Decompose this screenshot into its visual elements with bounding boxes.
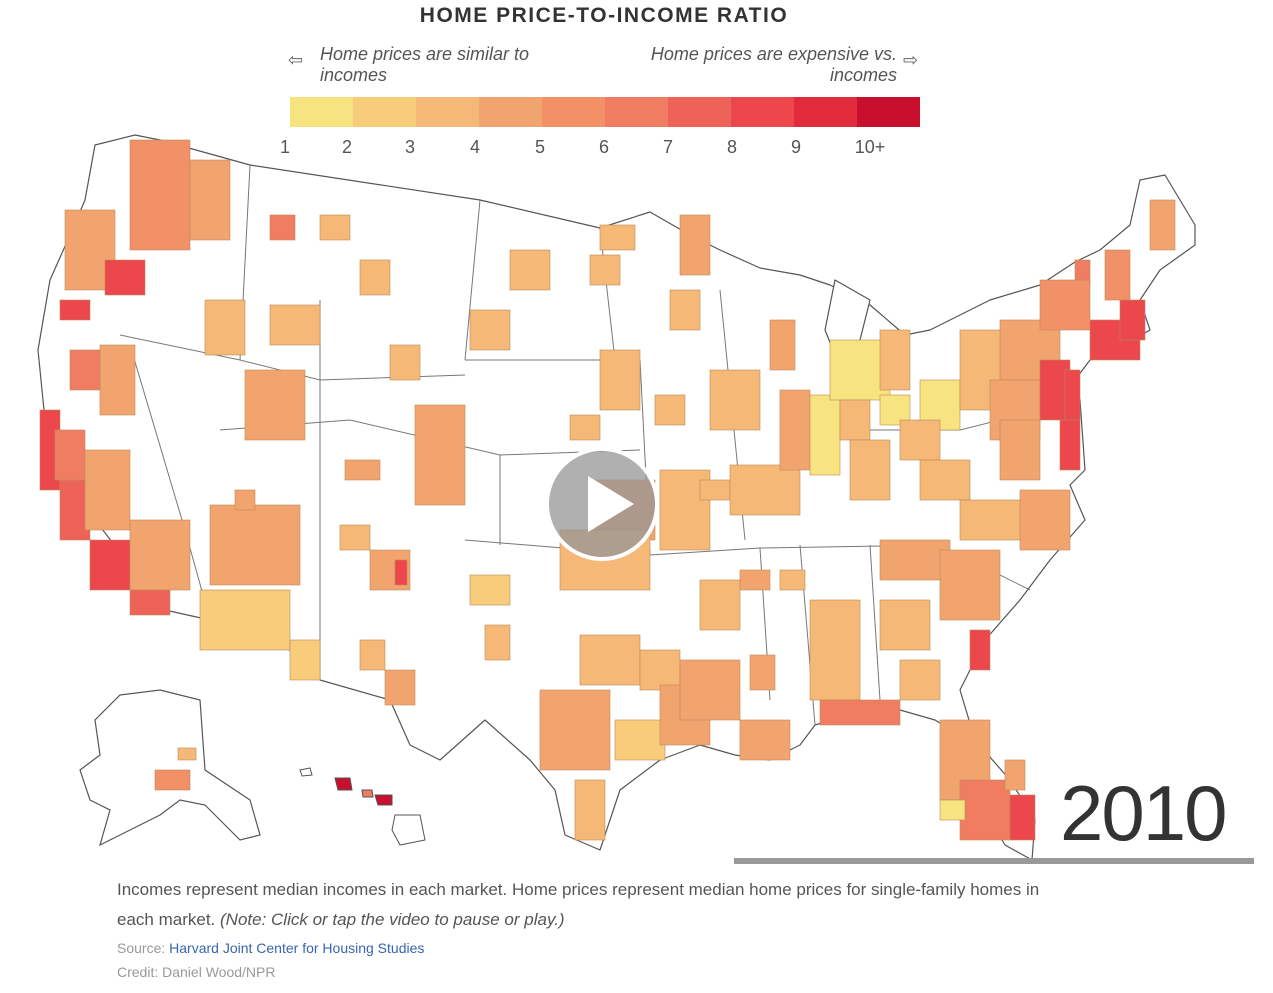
- legend-tick-7: 7: [662, 137, 674, 157]
- legend-swatch-6: [605, 97, 668, 127]
- legend-right-note: Home prices are expensive vs. incomes: [650, 44, 897, 85]
- chart-title: HOME PRICE-TO-INCOME RATIO: [419, 4, 789, 27]
- legend-tick-2: 2: [341, 137, 353, 157]
- source-link[interactable]: Harvard Joint Center for Housing Studies: [169, 940, 425, 956]
- legend-ticks: 1 2 3 4 5 6 7 8 9 10+: [270, 137, 910, 161]
- caption: Incomes represent median incomes in each…: [117, 875, 1077, 935]
- play-icon: [545, 447, 659, 561]
- legend-swatch-7: [668, 97, 731, 127]
- timeline-scrubber[interactable]: [734, 858, 1254, 864]
- legend-tick-9: 9: [790, 137, 802, 157]
- legend-swatch-4: [479, 97, 542, 127]
- legend-swatch-9: [794, 97, 857, 127]
- legend-swatch-1: [290, 97, 353, 127]
- legend-swatch-5: [542, 97, 605, 127]
- legend-tick-8: 8: [726, 137, 738, 157]
- legend-swatch-2: [353, 97, 416, 127]
- source-label: Source:: [117, 940, 166, 956]
- legend-swatch-8: [731, 97, 794, 127]
- legend-tick-5: 5: [534, 137, 546, 157]
- legend-left-note: Home prices are similar to incomes: [320, 44, 530, 85]
- play-button[interactable]: [544, 446, 660, 562]
- arrow-left-icon: ⇦: [288, 50, 304, 70]
- year-label: 2010: [1060, 769, 1228, 857]
- color-legend: [290, 97, 920, 127]
- caption-note: (Note: Click or tap the video to pause o…: [220, 910, 565, 929]
- alaska-outline: [79, 689, 261, 847]
- legend-tick-4: 4: [469, 137, 481, 157]
- caption-main: Incomes represent median incomes in each…: [117, 880, 1040, 929]
- arrow-right-icon: ⇨: [903, 50, 919, 70]
- legend-tick-1: 1: [279, 137, 291, 157]
- credit-line: Credit: Daniel Wood/NPR: [117, 964, 276, 980]
- source-line: Source: Harvard Joint Center for Housing…: [117, 940, 424, 956]
- legend-tick-6: 6: [598, 137, 610, 157]
- legend-swatch-3: [416, 97, 479, 127]
- legend-swatch-10: [857, 97, 920, 127]
- legend-tick-3: 3: [404, 137, 416, 157]
- legend-tick-10plus: 10+: [854, 137, 886, 157]
